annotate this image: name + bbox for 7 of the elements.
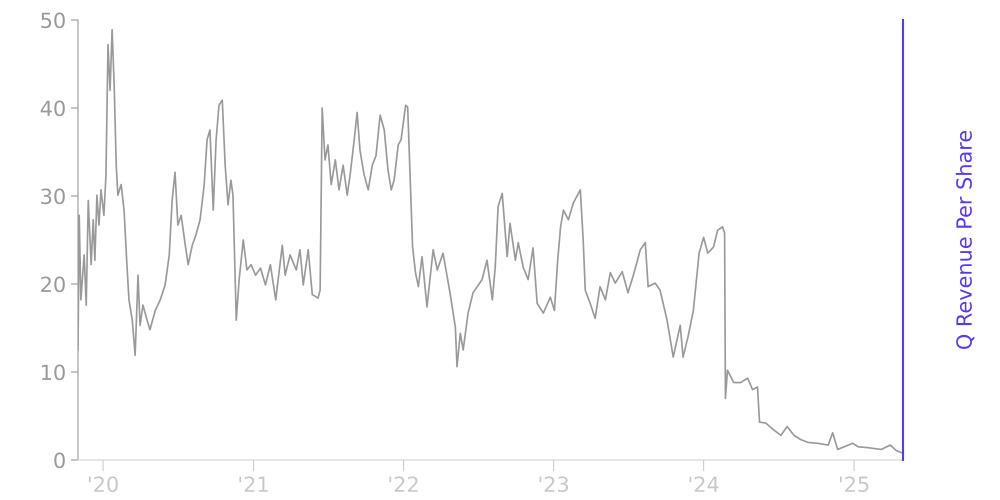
y-tick-label: 50 [41,12,65,28]
y-tick-label: 10 [42,364,65,380]
y2-axis-title: Q Revenue Per Share [956,130,974,349]
y-tick-label: 30 [41,188,65,204]
y-tick-label: 20 [41,276,65,292]
y-tick-label: 0 [54,452,65,468]
y-tick-label: 40 [40,100,65,116]
